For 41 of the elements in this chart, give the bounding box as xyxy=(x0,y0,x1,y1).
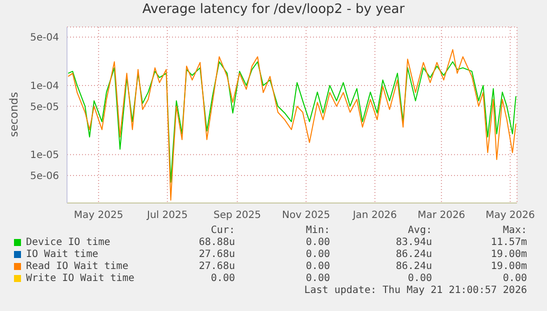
line-series xyxy=(68,49,516,201)
text: 86.24u xyxy=(394,261,432,272)
y-tick-label: 5e-04 xyxy=(30,32,59,44)
text: 0.00 xyxy=(304,249,330,260)
text: Max: xyxy=(502,225,527,236)
y-axis-title: seconds xyxy=(8,91,20,139)
legend-label: Device IO time xyxy=(26,237,110,248)
line-series xyxy=(68,61,516,183)
y-tick-label: 1e-05 xyxy=(30,150,59,162)
x-tick-label: Sep 2025 xyxy=(214,210,262,222)
text: 0.00 xyxy=(304,273,330,284)
text: 27.68u xyxy=(198,249,235,260)
text: Last update: Thu May 21 21:00:57 2026 xyxy=(304,285,527,296)
chart-title: Average latency for /dev/loop2 - by year xyxy=(141,2,406,17)
y-tick-label: 5e-05 xyxy=(30,102,59,113)
y-tick-label: 5e-06 xyxy=(30,171,59,182)
x-tick-label: May 2025 xyxy=(74,210,124,222)
text: 0.00 xyxy=(210,273,235,284)
text: Avg: xyxy=(406,225,432,236)
legend-label: Write IO Wait time xyxy=(26,273,134,284)
x-tick-label: Jul 2025 xyxy=(146,210,188,222)
x-tick-label: May 2026 xyxy=(486,210,535,222)
text: 11.57m xyxy=(490,237,527,248)
text: 19.00m xyxy=(490,249,527,260)
x-tick-label: Mar 2026 xyxy=(418,210,466,222)
text: 68.88u xyxy=(198,237,235,248)
text: Min: xyxy=(304,225,330,236)
text: 0.00 xyxy=(502,273,527,284)
text: 0.00 xyxy=(406,273,432,284)
text: 0.00 xyxy=(304,237,330,248)
x-tick-label: Jan 2026 xyxy=(352,210,397,222)
legend-label: IO Wait time xyxy=(26,249,98,260)
text: 19.00m xyxy=(490,261,527,272)
legend-label: Read IO Wait time xyxy=(26,261,128,272)
y-tick-label: 1e-04 xyxy=(30,81,59,92)
text: 86.24u xyxy=(394,249,432,260)
text: Cur: xyxy=(210,225,235,236)
x-tick-label: Nov 2025 xyxy=(282,210,330,222)
text: 0.00 xyxy=(304,261,330,272)
text: 27.68u xyxy=(198,261,235,272)
text: 83.94u xyxy=(394,237,432,248)
